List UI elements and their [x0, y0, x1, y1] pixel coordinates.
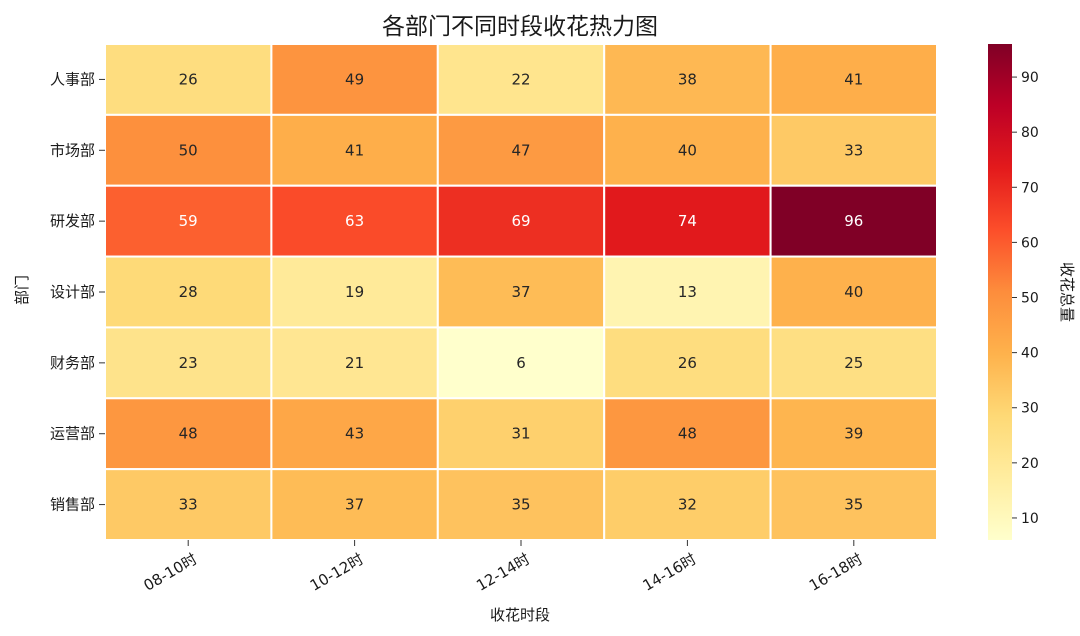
y-tick-label: 销售部: [50, 496, 95, 514]
cell-value-label: 6: [516, 354, 526, 372]
y-tick-label: 运营部: [50, 425, 95, 443]
y-tick-label: 市场部: [50, 141, 95, 159]
cell-value-label: 38: [678, 70, 697, 88]
cell-value-label: 41: [844, 70, 863, 88]
colorbar-tick-label: 90: [1021, 70, 1039, 86]
y-tick-label: 财务部: [50, 354, 95, 372]
cell-value-label: 40: [844, 283, 863, 301]
colorbar-tick-label: 30: [1021, 401, 1039, 417]
cell-value-label: 33: [844, 141, 863, 159]
x-axis-ticks: 08-10时 10-12时 12-14时 14-16时 16-18时: [140, 540, 866, 595]
y-tick-label: 研发部: [50, 212, 95, 230]
x-tick-label: 12-14时: [473, 550, 533, 595]
cell-value-label: 26: [678, 354, 697, 372]
cell-value-label: 49: [345, 70, 364, 88]
heatmap-cell: [270, 326, 439, 400]
cell-value-label: 37: [345, 496, 364, 514]
cell-value-label: 40: [678, 141, 697, 159]
colorbar-ticks: 10 20 30 40 50 60 70 80 90: [1012, 70, 1039, 527]
heatmap-cell: [603, 184, 772, 258]
heatmap-cell: [436, 43, 606, 116]
cell-value-label: 39: [844, 425, 863, 443]
colorbar-tick-label: 70: [1021, 180, 1039, 196]
heatmap-cell: [104, 326, 273, 400]
cell-value-label: 28: [179, 283, 198, 301]
chart-title: 各部门不同时段收花热力图: [382, 14, 658, 40]
cell-value-label: 48: [678, 425, 697, 443]
x-tick-label: 14-16时: [640, 550, 700, 595]
y-tick-label: 设计部: [50, 283, 95, 301]
heatmap-cell: [270, 43, 439, 116]
cell-value-label: 43: [345, 425, 364, 443]
y-tick-label: 人事部: [50, 70, 95, 88]
colorbar-tick-label: 40: [1021, 346, 1039, 362]
cell-value-label: 32: [678, 496, 697, 514]
cell-value-label: 26: [179, 70, 198, 88]
heatmap-cell: [270, 184, 439, 258]
cell-value-label: 96: [844, 212, 863, 230]
heatmap-cell: [603, 255, 772, 329]
y-axis-label: 部门: [13, 275, 31, 305]
heatmap-cell: [270, 397, 439, 471]
colorbar-tick-label: 50: [1021, 291, 1039, 307]
cell-value-label: 37: [511, 283, 530, 301]
cell-value-label: 47: [511, 141, 530, 159]
colorbar-gradient: [988, 44, 1012, 540]
colorbar-label: 收花总量: [1058, 262, 1076, 322]
x-axis-label: 收花时段: [490, 606, 550, 624]
colorbar-tick-label: 80: [1021, 125, 1039, 141]
heatmap-cell: [769, 255, 938, 329]
heatmap-cell: [769, 397, 938, 471]
x-tick-label: 16-18时: [806, 550, 866, 595]
cell-value-label: 35: [511, 496, 530, 514]
heatmap-cell: [769, 113, 938, 187]
heatmap-cell: [603, 397, 772, 471]
cell-value-label: 25: [844, 354, 863, 372]
cell-value-label: 74: [678, 212, 697, 230]
heatmap-cell: [436, 397, 606, 471]
cell-value-label: 22: [511, 70, 530, 88]
cell-value-label: 41: [345, 141, 364, 159]
cell-value-label: 35: [844, 496, 863, 514]
x-tick-label: 08-10时: [140, 550, 200, 595]
x-tick-label: 10-12时: [307, 550, 367, 595]
cell-value-label: 63: [345, 212, 364, 230]
heatmap-cell: [436, 113, 606, 187]
cell-value-label: 19: [345, 283, 364, 301]
cell-value-label: 21: [345, 354, 364, 372]
colorbar: 10 20 30 40 50 60 70 80 90 收花总量: [988, 44, 1076, 540]
cell-value-label: 59: [179, 212, 198, 230]
heatmap-cell: [104, 468, 273, 541]
colorbar-tick-label: 20: [1021, 456, 1039, 472]
cell-value-label: 31: [511, 425, 530, 443]
cell-value-label: 33: [179, 496, 198, 514]
cell-value-label: 13: [678, 283, 697, 301]
heatmap-cell: [436, 255, 606, 329]
heatmap-cells: 26 49 22 38 41 50 41 47 40 33 59 63 69 74 96 28 19 37 13 40…: [104, 43, 938, 541]
cell-value-label: 23: [179, 354, 198, 372]
colorbar-tick-label: 10: [1021, 511, 1039, 527]
colorbar-tick-label: 60: [1021, 235, 1039, 251]
heatmap-cell: [104, 43, 273, 116]
cell-value-label: 48: [179, 425, 198, 443]
heatmap-cell: [270, 255, 439, 329]
heatmap-cell: [436, 326, 606, 400]
cell-value-label: 50: [179, 141, 198, 159]
cell-value-label: 69: [511, 212, 530, 230]
